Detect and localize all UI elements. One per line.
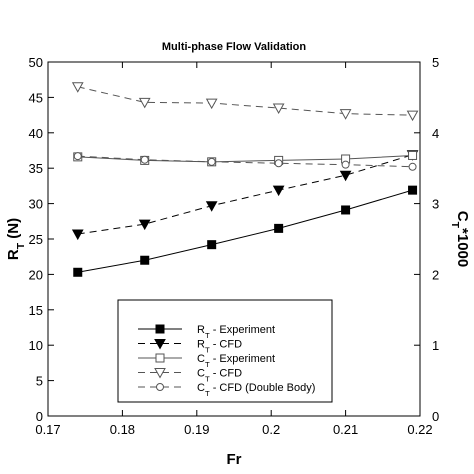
marker (138, 219, 151, 231)
legend-marker (155, 353, 165, 363)
y-tick-label: 45 (29, 90, 43, 105)
y2-tick-label: 1 (432, 338, 439, 353)
y-axis-label: RT (N) (5, 218, 27, 260)
legend-marker (154, 339, 166, 350)
chart-title: Multi-phase Flow Validation (162, 41, 307, 53)
legend-marker (155, 324, 165, 334)
marker (138, 97, 151, 109)
y-tick-label: 25 (29, 232, 43, 247)
series-line (77, 189, 413, 273)
series-line (77, 154, 413, 163)
marker (207, 240, 217, 250)
marker (406, 110, 419, 122)
legend-box (117, 299, 333, 403)
x-axis-label: Fr (227, 451, 242, 468)
y2-tick-label: 2 (432, 267, 439, 282)
y-tick-label: 10 (29, 338, 43, 353)
series-line (77, 154, 413, 235)
series-line (77, 155, 413, 168)
legend-label: RT - CFD (197, 339, 242, 355)
legend-marker (154, 368, 166, 379)
marker (205, 201, 218, 212)
marker (140, 155, 149, 164)
marker (272, 103, 285, 115)
marker (272, 185, 285, 197)
marker (73, 152, 82, 161)
x-tick-label: 0.18 (110, 422, 135, 437)
y-tick-label: 40 (29, 126, 43, 141)
marker (274, 223, 284, 233)
legend-label: RT - Experiment (197, 324, 275, 340)
y-tick-label: 35 (29, 161, 43, 176)
marker (274, 159, 283, 168)
y-tick-label: 0 (36, 409, 43, 424)
marker (73, 267, 83, 277)
y-tick-label: 5 (36, 374, 43, 389)
marker (341, 205, 351, 215)
marker (339, 109, 352, 120)
marker (408, 150, 418, 160)
y-tick-label: 15 (29, 303, 43, 318)
legend-label: CT - CFD (197, 368, 242, 384)
legend-label: CT - Experiment (197, 353, 275, 369)
x-tick-label: 0.22 (407, 422, 432, 437)
y-tick-label: 50 (29, 55, 43, 70)
legend-marker (156, 383, 164, 391)
x-tick-label: 0.19 (184, 422, 209, 437)
marker (408, 162, 417, 171)
legend-label: CT - CFD (Double Body) (197, 382, 315, 398)
marker (341, 160, 350, 169)
marker (408, 185, 418, 195)
y2-tick-label: 4 (432, 126, 439, 141)
marker (339, 170, 352, 182)
y2-tick-label: 0 (432, 409, 439, 424)
x-tick-label: 0.2 (262, 422, 280, 437)
y-tick-label: 20 (29, 267, 43, 282)
y2-axis-label: CT*1000 (449, 211, 471, 267)
x-tick-label: 0.21 (333, 422, 358, 437)
series-line (77, 86, 413, 116)
marker (71, 82, 84, 93)
marker (71, 229, 84, 241)
y2-tick-label: 3 (432, 197, 439, 212)
x-tick-label: 0.17 (35, 422, 60, 437)
marker (205, 98, 218, 110)
marker (207, 157, 216, 166)
y2-tick-label: 5 (432, 55, 439, 70)
marker (140, 255, 150, 265)
y-tick-label: 30 (29, 197, 43, 212)
